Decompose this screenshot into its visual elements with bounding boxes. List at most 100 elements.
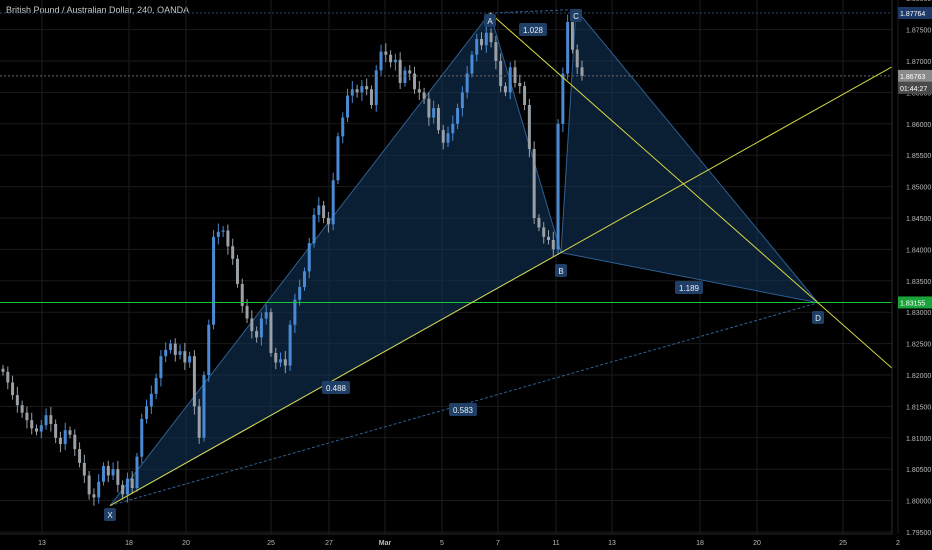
- point-D-badge: [812, 311, 824, 324]
- candle-body: [456, 108, 460, 124]
- point-B-badge: [555, 264, 567, 277]
- candle-body: [475, 39, 479, 55]
- candle-body: [269, 312, 273, 354]
- time-tick-label: 2: [896, 540, 900, 547]
- candle-body: [92, 494, 96, 498]
- ratio-badge: [675, 281, 703, 294]
- candle-body: [164, 349, 168, 357]
- time-tick-label: 25: [839, 540, 847, 547]
- candle-body: [432, 108, 436, 118]
- time-tick-label: 7: [496, 540, 500, 547]
- candlesticks: [1, 14, 584, 506]
- candle-body: [168, 343, 172, 350]
- candle-body: [20, 405, 24, 413]
- candle-body: [518, 82, 522, 87]
- candle-body: [523, 86, 527, 105]
- candle-body: [15, 395, 19, 406]
- candle-body: [570, 22, 574, 50]
- candle-body: [54, 423, 58, 438]
- candle-body: [101, 466, 105, 482]
- price-tick-label: 1.86500: [906, 90, 931, 97]
- candle-body: [279, 359, 283, 363]
- candle-body: [384, 51, 388, 55]
- candle-body: [149, 393, 153, 407]
- candle-body: [480, 39, 484, 46]
- candle-body: [1, 368, 5, 372]
- candle-body: [427, 98, 431, 118]
- price-tick-label: 1.84500: [906, 216, 931, 223]
- price-tick-label: 1.80000: [906, 499, 931, 506]
- trend-lines: [0, 12, 893, 507]
- candle-body: [212, 236, 216, 325]
- candle-body: [39, 425, 43, 432]
- candle-body: [532, 148, 536, 218]
- candle-body: [322, 205, 326, 218]
- price-tick-label: 1.80500: [906, 467, 931, 474]
- time-axis: 13 18 20 25 27 Mar 5 7 11 13 18 20 25 2: [0, 533, 900, 547]
- candle-body: [460, 92, 464, 109]
- candle-body: [365, 86, 369, 90]
- candle-body: [413, 73, 417, 90]
- time-tick-label: 25: [267, 540, 275, 547]
- candle-body: [542, 227, 546, 237]
- candle-body: [298, 287, 302, 300]
- candle-body: [226, 230, 230, 247]
- candle-body: [178, 351, 182, 355]
- candle-body: [346, 95, 350, 118]
- candle-body: [566, 22, 570, 74]
- pattern-triangle-bcd: [560, 8, 820, 304]
- candle-body: [58, 437, 62, 445]
- candle-body: [30, 420, 34, 429]
- candle-body: [403, 70, 407, 83]
- candle-body: [556, 123, 560, 250]
- candle-body: [97, 481, 101, 498]
- candle-body: [121, 484, 125, 495]
- candle-body: [494, 42, 498, 61]
- price-tick-label: 1.87500: [906, 28, 931, 35]
- candle-body: [369, 89, 373, 105]
- candle-body: [398, 59, 402, 83]
- current-price-tag: 1.86763: [900, 74, 925, 81]
- time-tick-label: 20: [753, 540, 761, 547]
- candle-body: [78, 449, 82, 463]
- price-tick-label: 1.82500: [906, 342, 931, 349]
- candle-body: [68, 430, 72, 435]
- candle-body: [221, 230, 225, 232]
- candle-body: [183, 351, 187, 363]
- candle-body: [173, 343, 177, 355]
- chart-title: British Pound / Australian Dollar, 240, …: [6, 5, 190, 15]
- ratio-label: 1.189: [679, 284, 700, 293]
- time-tick-label: 13: [38, 540, 46, 547]
- candle-body: [484, 32, 488, 46]
- countdown-tag: 01:44:27: [900, 86, 927, 93]
- candle-body: [307, 243, 311, 272]
- candle-body: [360, 86, 364, 93]
- ratio-label: 0.488: [326, 384, 347, 393]
- harmonic-pattern: [109, 8, 820, 507]
- candle-body: [154, 378, 158, 394]
- high-price-tag: 1.87764: [900, 11, 925, 18]
- candle-body: [465, 73, 469, 93]
- candle-body: [145, 406, 149, 419]
- candle-body: [527, 104, 531, 149]
- candle-body: [264, 312, 268, 319]
- candle-body: [422, 92, 426, 99]
- candle-body: [283, 359, 287, 366]
- candle-body: [499, 61, 503, 87]
- candle-body: [417, 89, 421, 93]
- ratio-badge: [322, 381, 350, 394]
- pattern-triangle-xab: [109, 11, 562, 507]
- ratio-line-ac: [489, 9, 577, 14]
- candle-body: [547, 236, 551, 240]
- candle-body: [326, 218, 330, 225]
- candle-body: [197, 406, 201, 438]
- candle-body: [216, 231, 220, 237]
- candle-body: [561, 73, 565, 124]
- candle-body: [436, 108, 440, 131]
- candle-body: [551, 239, 555, 250]
- trendline-ad: [489, 12, 893, 369]
- candle-body: [336, 136, 340, 181]
- candle-body: [274, 353, 278, 363]
- price-tick-label: 1.84000: [906, 247, 931, 254]
